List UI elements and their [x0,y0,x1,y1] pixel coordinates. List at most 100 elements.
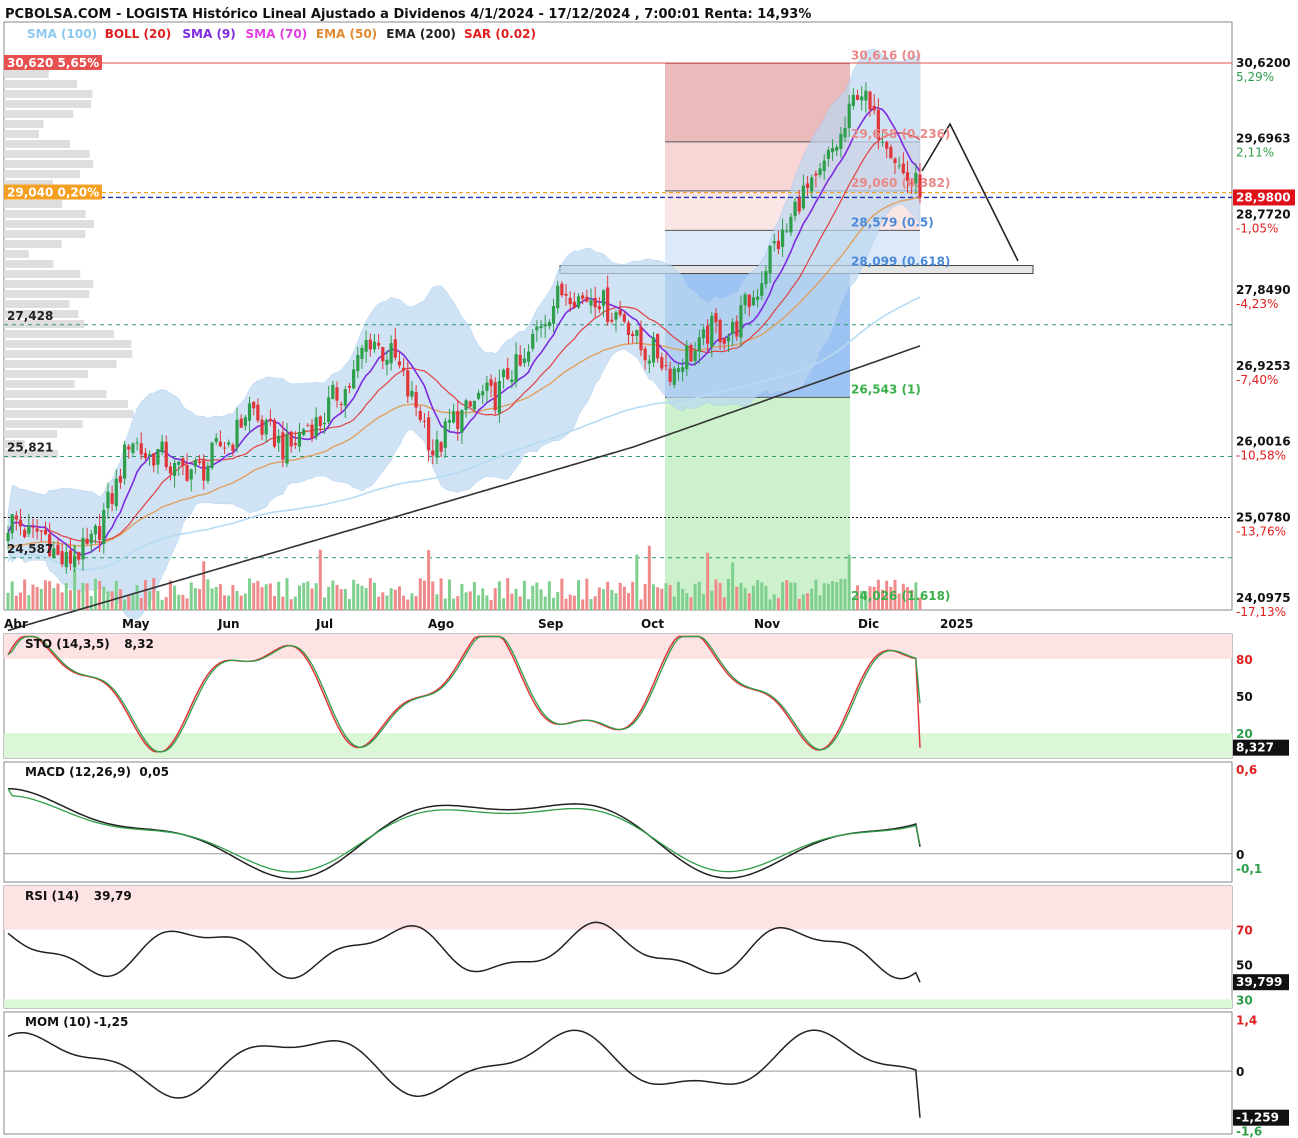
volume-bar [168,580,172,610]
mom-title: MOM (10) [25,1015,91,1029]
candle-body [356,354,360,372]
date-tick-label: Dic [858,617,879,631]
candle-body [102,510,106,545]
volume-bar [647,545,651,610]
candle-body [822,160,826,172]
sto-last-text: 8,327 [1236,741,1274,755]
volume-bar [527,599,531,610]
volume-profile-bar [4,360,117,368]
date-axis: Abr May Jun Jul Ago Sep Oct Nov Dic 2025 [4,617,973,631]
last-price-text: 28,9800 [1236,190,1291,204]
volume-bar [447,579,451,610]
candle-body [247,403,252,421]
volume-bar [743,587,747,610]
volume-bar [801,594,805,610]
candle-body [618,309,622,315]
volume-bar [243,593,247,610]
volume-bar [572,595,576,610]
bollinger-area [7,48,921,620]
fib-label: 28,579 (0.5) [851,215,934,229]
candle-body [447,419,452,423]
candle-body [193,460,197,467]
volume-profile-bar [4,110,74,118]
legend-item: EMA (200) [386,27,456,41]
volume-bar [906,587,910,610]
candle-body [526,351,531,362]
volume-bar [581,599,585,610]
candle-body [272,420,277,447]
rsi-last-tag [1233,974,1289,991]
candle-body [460,410,464,433]
volume-bar [156,590,160,610]
volume-profile-bar [4,320,85,328]
volume-bar [268,583,272,610]
volume-bar [427,550,431,610]
volume-profile-bar [4,290,90,298]
candle-body [905,172,910,181]
rsi-panel: RSI (14) 39,79 70 50 30 39,799 [4,886,1289,1008]
candle-body [335,387,339,401]
volume-profile-bar [4,230,86,238]
volume-profile-bar [4,120,44,128]
volume-profile-bar [4,440,25,448]
candle-body [797,197,801,212]
volume-bar [406,599,410,610]
volume-bar [481,588,485,610]
volume-bar [477,595,481,610]
volume-bar [327,586,331,610]
volume-bar [306,581,310,610]
volume-bar [298,585,302,610]
volume-profile-bar [4,80,77,88]
trend-drawings [921,122,1019,262]
price-tick-pct: -1,05% [1236,222,1278,236]
volume-profile-bar [4,70,49,78]
volume-bar [152,578,156,610]
candle-body [722,338,726,344]
rsi-line [7,921,921,983]
candle-body [235,419,239,448]
candle-body [864,90,868,101]
volume-profile-bar [4,350,133,358]
volume-bar [668,584,672,610]
volume-bar [560,578,564,610]
left-label-text: 24,587 [7,542,53,556]
macd-tick: 0 [1236,848,1244,862]
candle-body [181,458,185,467]
volume-bar [618,582,622,610]
date-tick-label: Jul [315,617,333,631]
volume-bar [193,588,197,610]
volume-bar [664,583,668,610]
volume-bar [198,589,202,610]
sto-tick: 20 [1236,727,1253,741]
fib-zone-1-1618 [665,397,850,610]
candle-body [43,529,48,535]
volume-bar [602,589,606,610]
volume-bar [114,580,118,610]
candle-body [160,441,164,453]
volume-bar [260,587,264,610]
volume-bar [414,596,418,610]
candle-body [189,469,193,480]
candle-body [197,461,202,464]
volume-bar [881,589,885,610]
volume-bar [918,597,922,610]
macd-line [7,787,921,880]
mom-tick: 0 [1236,1065,1244,1079]
volume-bar [626,593,630,610]
volume-bar [239,595,243,610]
rsi-last-text: 39,799 [1236,975,1282,989]
volume-bar [60,592,64,610]
volume-bar [418,578,422,610]
volume-bar [393,589,397,610]
candle-body [222,447,227,449]
volume-bar [143,579,147,610]
date-tick-label: Sep [538,617,564,631]
candle-body [472,400,477,410]
volume-profile-bar [4,450,59,458]
candle-body [402,367,406,371]
candle-body [56,544,60,555]
candle-body [556,285,560,309]
candle-body [260,419,264,435]
candle-body [285,434,289,464]
bollinger-mid-line [7,132,921,544]
